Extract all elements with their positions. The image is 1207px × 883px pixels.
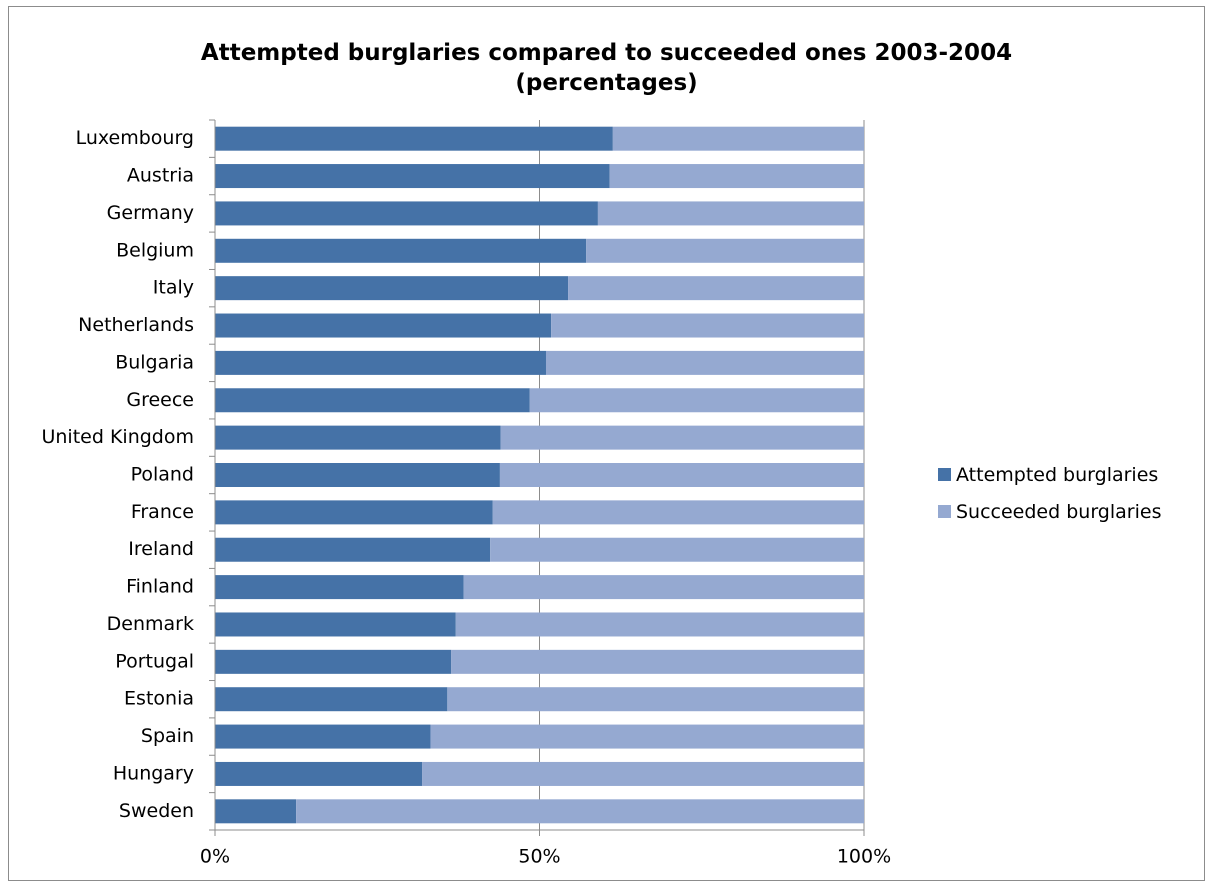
category-label: Estonia (124, 688, 194, 710)
succeeded-bar (529, 388, 864, 413)
attempted-bar (215, 575, 464, 600)
attempted-bar (215, 388, 530, 413)
attempted-bar (215, 201, 598, 226)
category-label: Luxembourg (76, 127, 194, 149)
attempted-bar (215, 425, 501, 450)
attempted-bar (215, 649, 452, 674)
succeeded-bar (422, 761, 864, 786)
category-label: Netherlands (78, 314, 194, 336)
category-label: Belgium (116, 239, 194, 261)
category-label: Portugal (115, 650, 194, 672)
succeeded-bar (500, 425, 864, 450)
attempted-bar (215, 350, 546, 375)
legend-swatch-attempted (938, 468, 951, 481)
succeeded-bar (492, 500, 864, 525)
category-label: Greece (126, 389, 194, 411)
succeeded-bar (568, 276, 864, 301)
chart-title-line-1: Attempted burglaries compared to succeed… (200, 40, 1013, 66)
attempted-bar (215, 238, 587, 263)
category-label: Poland (131, 464, 194, 486)
succeeded-bar (609, 164, 864, 189)
legend-label-attempted: Attempted burglaries (956, 463, 1159, 486)
attempted-bar (215, 164, 610, 189)
succeeded-bar (455, 612, 864, 637)
attempted-bar (215, 276, 569, 301)
legend-item-succeeded: Succeeded burglaries (938, 493, 1198, 530)
succeeded-bar (430, 724, 864, 749)
succeeded-bar (463, 575, 864, 600)
category-label: Germany (107, 202, 194, 224)
succeeded-bar (499, 463, 864, 487)
succeeded-bar (597, 201, 864, 226)
chart-title: Attempted burglaries compared to succeed… (8, 38, 1205, 98)
category-label: Finland (126, 576, 194, 598)
legend-label-succeeded: Succeeded burglaries (956, 500, 1162, 523)
attempted-bar (215, 126, 613, 151)
attempted-bar (215, 687, 448, 712)
attempted-bar (215, 500, 493, 525)
succeeded-bar (447, 687, 864, 712)
legend-item-attempted: Attempted burglaries (938, 456, 1198, 493)
x-tick-label: 0% (200, 846, 230, 868)
attempted-bar (215, 724, 431, 749)
succeeded-bar (451, 649, 864, 674)
attempted-bar (215, 537, 491, 562)
succeeded-bar (296, 799, 864, 824)
category-label: Austria (127, 165, 194, 187)
attempted-bar (215, 612, 456, 637)
legend: Attempted burglaries Succeeded burglarie… (938, 456, 1198, 530)
attempted-bar (215, 313, 552, 338)
succeeded-bar (545, 350, 864, 375)
category-label: Ireland (128, 538, 194, 560)
x-tick-label: 100% (837, 846, 891, 868)
x-tick-label: 50% (518, 846, 560, 868)
category-label: Bulgaria (115, 351, 194, 373)
category-label: Hungary (113, 762, 194, 784)
category-label: Spain (141, 725, 194, 747)
category-label: Italy (153, 277, 194, 299)
succeeded-bar (490, 537, 864, 562)
attempted-bar (215, 799, 297, 824)
category-label: United Kingdom (41, 426, 194, 448)
succeeded-bar (551, 313, 864, 338)
succeeded-bar (612, 126, 864, 151)
category-label: Sweden (119, 800, 194, 822)
chart-title-line-2: (percentages) (515, 70, 698, 96)
category-label: Denmark (107, 613, 194, 635)
category-label: France (131, 501, 194, 523)
legend-swatch-succeeded (938, 505, 951, 518)
succeeded-bar (586, 238, 864, 263)
attempted-bar (215, 463, 500, 487)
attempted-bar (215, 761, 423, 786)
